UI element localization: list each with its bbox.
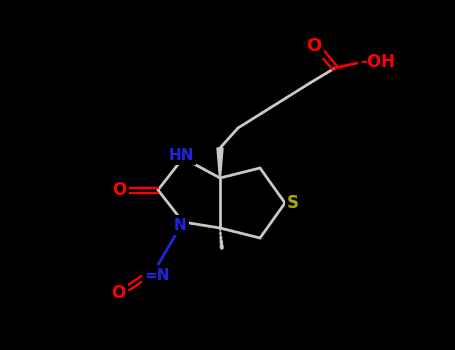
- Polygon shape: [217, 148, 223, 178]
- Text: -OH: -OH: [360, 53, 395, 71]
- Text: O: O: [112, 181, 126, 199]
- Text: HN: HN: [168, 147, 194, 162]
- Text: N: N: [174, 217, 187, 232]
- Text: S: S: [287, 194, 299, 212]
- Text: O: O: [111, 284, 125, 302]
- Text: =N: =N: [144, 267, 170, 282]
- Text: O: O: [306, 37, 322, 55]
